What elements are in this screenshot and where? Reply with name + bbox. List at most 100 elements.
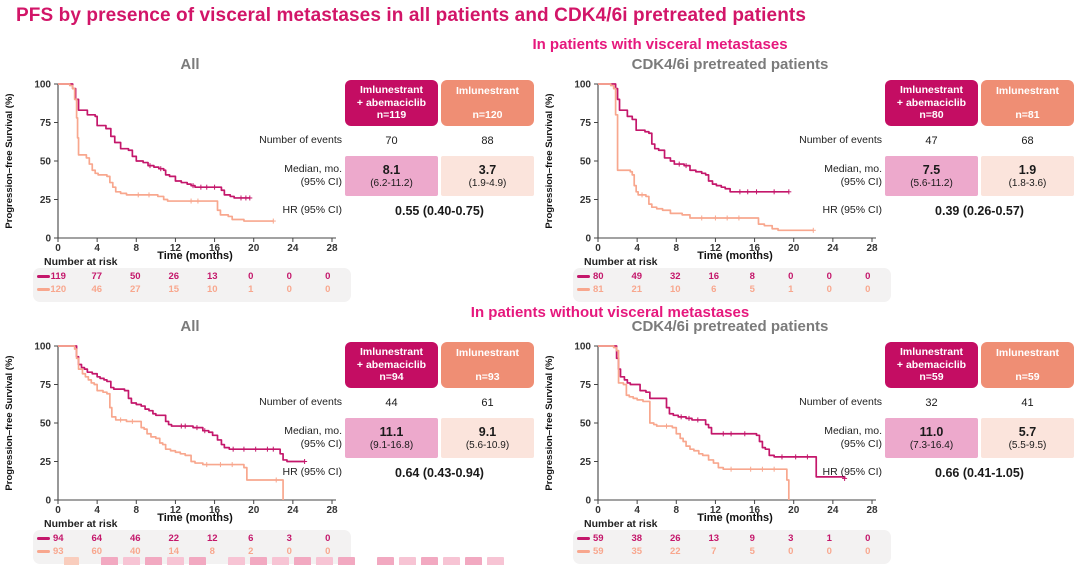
svg-text:4: 4 [634, 505, 640, 516]
svg-text:16: 16 [209, 243, 221, 254]
arm2-events: 41 [1021, 397, 1034, 409]
risk-value: 80 [592, 271, 604, 282]
stats-table: Imlunestrant + abemaciclib n=94 Imlunest… [246, 342, 536, 484]
svg-text:50: 50 [580, 419, 592, 430]
number-at-risk-label: Number at risk [44, 518, 118, 530]
svg-text:100: 100 [574, 342, 591, 353]
svg-text:0: 0 [585, 496, 591, 507]
risk-value: 81 [592, 284, 604, 295]
risk-value: 0 [325, 284, 331, 295]
km-plot: 0 4 8 12 16 20 24 28 0 25 50 75 100 Progression–free … [544, 342, 878, 525]
arm2-n: n=59 [1015, 370, 1040, 383]
risk-value: 64 [91, 533, 103, 544]
arm1-median: 7.5 [922, 162, 941, 177]
clipped-watermark [64, 557, 504, 565]
risk-value: 0 [826, 546, 832, 557]
risk-value: 27 [129, 284, 141, 295]
svg-text:100: 100 [34, 80, 51, 91]
svg-text:Time (months): Time (months) [157, 250, 233, 262]
svg-text:Progression–free Survival (%): Progression–free Survival (%) [4, 355, 15, 490]
arm2-n: n=120 [472, 108, 503, 121]
arm1-line-swatch [37, 537, 50, 540]
arm2-n: n=81 [1015, 108, 1040, 121]
svg-text:8: 8 [674, 243, 680, 254]
median-label: Median, mo. (95% CI) [246, 425, 342, 451]
subtitle-with-visceral-metastases: In patients with visceral metastases [532, 36, 788, 53]
svg-text:12: 12 [170, 505, 182, 516]
arm2-median: 1.9 [1018, 162, 1037, 177]
risk-value: 3 [286, 533, 292, 544]
arm1-name-line2: + abemaciclib [896, 96, 967, 109]
risk-value: 10 [669, 284, 681, 295]
arm1-n: n=59 [919, 371, 944, 384]
hr-value: 0.66 (0.41-1.05) [935, 466, 1024, 480]
arm1-median-ci: (9.1-16.8) [369, 439, 414, 451]
svg-text:12: 12 [710, 505, 722, 516]
arm2-median-ci: (1.8-3.6) [1008, 177, 1047, 189]
median-label: Median, mo. (95% CI) [786, 425, 882, 451]
arm2-median-cell: 5.7 (5.5-9.5) [981, 418, 1074, 458]
arm2-events: 68 [1021, 135, 1034, 147]
risk-value: 60 [91, 546, 103, 557]
arm2-median: 9.1 [478, 424, 497, 439]
arm2-median-ci: (1.9-4.9) [468, 177, 507, 189]
arm2-line-swatch [37, 288, 50, 291]
svg-text:75: 75 [40, 118, 52, 129]
arm2-name: Imlunestrant [455, 85, 519, 97]
risk-row-arm2: 120 46 27 15 10 1 0 0 [33, 283, 351, 296]
events-label: Number of events [799, 134, 882, 147]
arm1-median: 11.0 [919, 424, 944, 439]
section-without-visceral-metastases: All 0 4 8 12 16 20 24 28 0 25 50 75 100 Progression–f… [0, 316, 1080, 564]
risk-value: 13 [708, 533, 720, 544]
risk-value: 50 [129, 271, 141, 282]
arm2-median-ci: (5.5-9.5) [1008, 439, 1047, 451]
risk-value: 0 [865, 271, 871, 282]
arm1-median-ci: (5.6-11.2) [910, 177, 953, 189]
svg-text:28: 28 [866, 243, 878, 254]
km-panel: CDK4/6i pretreated patients 0 4 8 12 16 20 24 2… [540, 316, 1080, 564]
risk-value: 26 [168, 271, 180, 282]
risk-value: 120 [50, 284, 67, 295]
svg-text:4: 4 [634, 243, 640, 254]
svg-text:16: 16 [749, 505, 761, 516]
arm2-events: 88 [481, 135, 494, 147]
arm1-header: Imlunestrant + abemaciclib n=80 [885, 80, 978, 126]
svg-text:20: 20 [788, 243, 800, 254]
risk-value: 59 [592, 533, 604, 544]
risk-value: 59 [592, 546, 604, 557]
arm1-name-line1: Imlunestrant [899, 84, 963, 97]
svg-text:24: 24 [827, 243, 839, 254]
risk-row-arm2: 81 21 10 6 5 1 0 0 [573, 283, 891, 296]
number-at-risk-table: 80 49 32 16 8 0 0 0 81 21 10 6 5 1 0 0 [573, 268, 891, 302]
risk-value: 40 [129, 546, 141, 557]
arm1-header: Imlunestrant + abemaciclib n=59 [885, 342, 978, 388]
arm2-header: Imlunestrant n=120 [441, 80, 534, 126]
svg-text:100: 100 [34, 342, 51, 353]
arm1-median-cell: 11.0 (7.3-16.4) [885, 418, 978, 458]
panel-title: All [180, 318, 200, 335]
arm2-median: 3.7 [478, 162, 497, 177]
risk-value: 0 [865, 533, 871, 544]
arm1-name-line2: + abemaciclib [356, 96, 427, 109]
km-panel: All 0 4 8 12 16 20 24 28 0 25 50 75 100 Progression–f… [0, 54, 540, 302]
arm2-events: 61 [481, 397, 494, 409]
svg-text:4: 4 [94, 243, 100, 254]
stats-spacer [786, 80, 882, 126]
risk-value: 12 [206, 533, 218, 544]
svg-text:28: 28 [326, 505, 338, 516]
svg-text:0: 0 [45, 496, 51, 507]
subtitle-without-visceral-metastases: In patients without visceral metastases [470, 304, 750, 321]
risk-value: 13 [206, 271, 218, 282]
risk-value: 1 [248, 284, 254, 295]
svg-text:50: 50 [40, 157, 52, 168]
arm2-line-swatch [37, 550, 50, 553]
risk-value: 14 [168, 546, 180, 557]
svg-text:25: 25 [40, 457, 52, 468]
risk-value: 0 [286, 284, 292, 295]
risk-value: 0 [788, 546, 794, 557]
svg-text:75: 75 [40, 380, 52, 391]
median-label-line2: (95% CI) [300, 176, 342, 188]
km-plot: 0 4 8 12 16 20 24 28 0 25 50 75 100 Progression–free … [4, 80, 338, 263]
arm2-name: Imlunestrant [995, 85, 1059, 97]
risk-value: 1 [826, 533, 832, 544]
